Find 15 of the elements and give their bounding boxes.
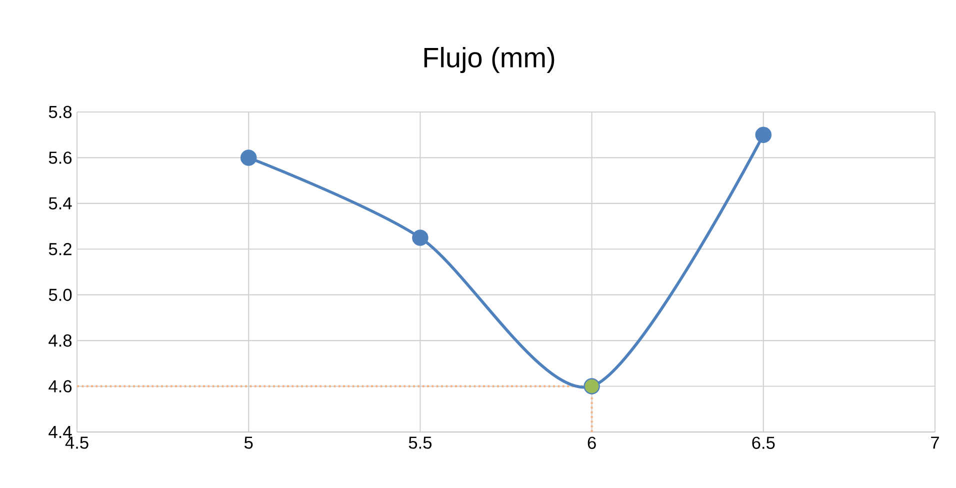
y-tick-label: 5.8 bbox=[48, 106, 72, 118]
y-tick-label: 4.6 bbox=[48, 380, 72, 392]
y-tick-label: 5.2 bbox=[48, 242, 72, 256]
x-tick-label: 5.5 bbox=[408, 436, 432, 449]
y-tick-label: 5.4 bbox=[48, 197, 72, 210]
x-tick-label: 6 bbox=[588, 436, 596, 449]
x-tick-label: 7 bbox=[931, 436, 939, 449]
x-tick-label: 6.5 bbox=[752, 436, 775, 449]
y-tick-label: 4.8 bbox=[48, 334, 72, 347]
chart-title: Flujo (mm) bbox=[424, 46, 554, 74]
y-tick-label: 4.4 bbox=[48, 426, 72, 438]
y-tick-label: 5.0 bbox=[48, 288, 72, 301]
x-tick-label: 4.5 bbox=[65, 436, 88, 449]
x-tick-label: 5 bbox=[244, 436, 253, 449]
y-tick-label: 5.6 bbox=[48, 152, 72, 164]
